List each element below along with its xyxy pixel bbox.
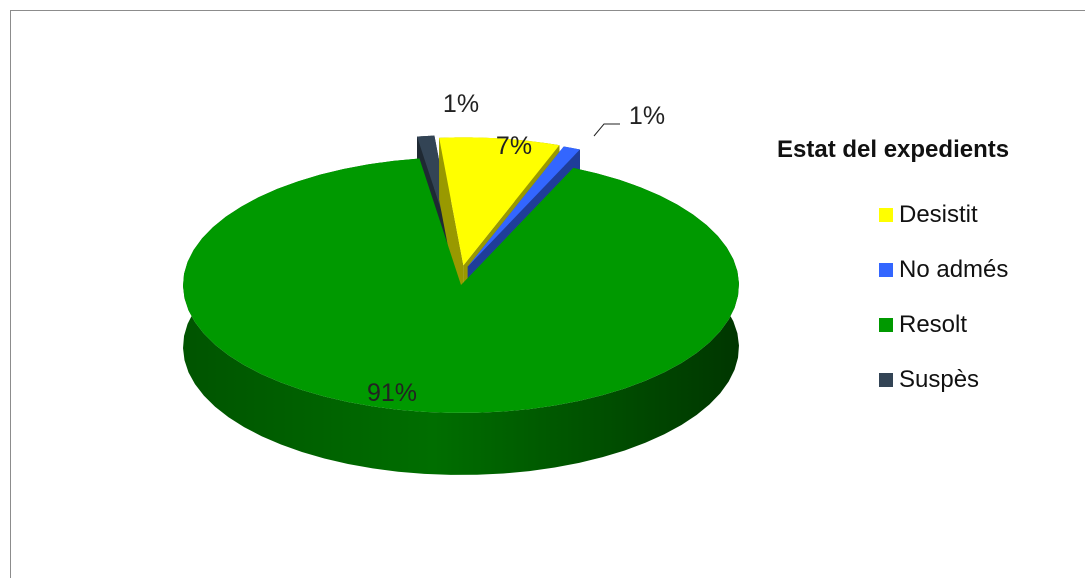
slice-top (439, 137, 560, 266)
slice-top (467, 146, 580, 267)
legend: Desistit No admés Resolt Suspès (879, 200, 1008, 420)
leader-line (593, 123, 620, 137)
legend-swatch (879, 317, 893, 332)
data-label-desistit: 7% (496, 132, 532, 160)
pie-slice-resolt (183, 158, 739, 475)
legend-item: Desistit (879, 200, 1008, 229)
data-label-resolt: 91% (367, 379, 417, 407)
slice-top (183, 158, 739, 413)
data-label-susp-s: 1% (443, 90, 479, 118)
legend-label: Desistit (899, 200, 978, 228)
legend-item: Suspès (879, 365, 1008, 394)
legend-item: No admés (879, 255, 1008, 284)
legend-swatch (879, 372, 893, 387)
slice-side (183, 158, 739, 475)
legend-item: Resolt (879, 310, 1008, 339)
legend-label: Resolt (899, 310, 968, 338)
legend-label: Suspès (899, 365, 980, 393)
data-label-no-adm-s: 1% (629, 102, 665, 130)
legend-label: No admés (899, 255, 1009, 283)
legend-swatch (879, 207, 893, 222)
legend-swatch (879, 262, 893, 277)
legend-title: Estat del expedients (777, 136, 1010, 163)
